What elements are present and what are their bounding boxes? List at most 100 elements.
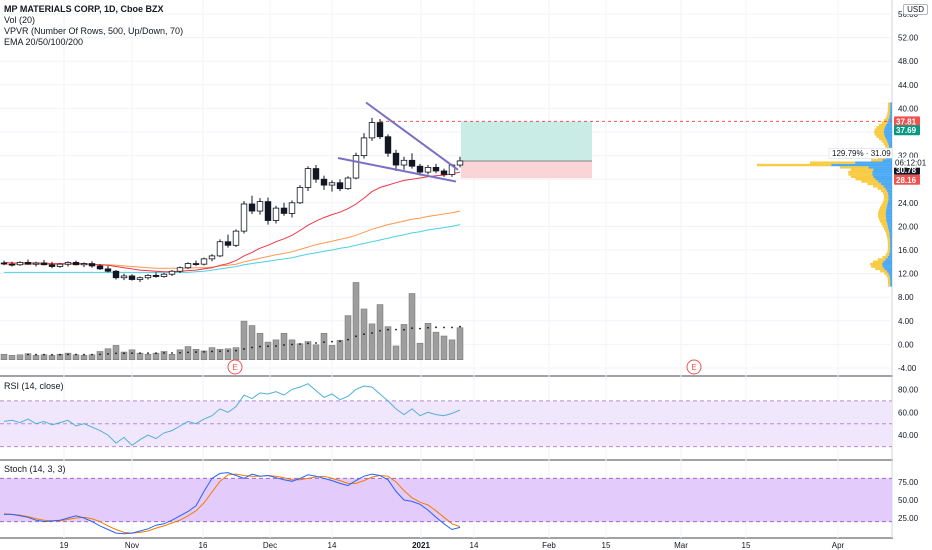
vpvr-bar-down xyxy=(886,123,892,127)
time-axis-bg xyxy=(0,539,892,550)
volume-ma-point xyxy=(427,326,429,329)
price-axis-bg xyxy=(893,0,932,550)
price-axis[interactable]: 56.0052.0048.0044.0040.0036.0032.0028.00… xyxy=(893,0,932,550)
long-position-tool[interactable] xyxy=(380,120,892,179)
vpvr-bar-up xyxy=(878,211,886,214)
vpvr-bar-down xyxy=(888,144,892,148)
vpvr-bar-down xyxy=(887,222,892,226)
price-tick-label: 52.00 xyxy=(898,34,919,43)
price-tick-label: 4.00 xyxy=(898,317,914,326)
vpvr-bar-down xyxy=(885,211,892,214)
vpvr-bar-down xyxy=(889,239,892,242)
vpvr-bar-up xyxy=(885,253,890,256)
candle-body xyxy=(392,152,400,166)
wedge-trendlines[interactable] xyxy=(337,101,459,183)
volume-ma-point xyxy=(67,353,69,356)
candle-body xyxy=(96,265,104,270)
wedge-upper-line xyxy=(365,101,459,171)
vpvr-bar-up xyxy=(883,199,889,202)
currency-badge[interactable]: USD xyxy=(903,4,928,15)
volume-bar xyxy=(248,325,256,360)
ema20-line xyxy=(3,171,461,273)
candle-body xyxy=(272,207,280,221)
vpvr-bar-up xyxy=(885,144,889,148)
axis-price-badge xyxy=(894,125,920,136)
time-tick-label: 14 xyxy=(470,541,479,550)
volume-ma-point xyxy=(115,352,117,355)
stoch-pane-label[interactable]: Stoch (14, 3, 3) xyxy=(4,464,66,474)
candle-body xyxy=(136,277,144,280)
volume-bar xyxy=(160,351,168,360)
volume-bar xyxy=(280,332,288,360)
time-axis[interactable]: 19 Nov 16 Dec 14 2021 14 Feb 15 Mar 15 Apr xyxy=(0,539,892,550)
time-tick-label: Mar xyxy=(674,541,688,550)
vpvr-bar-down xyxy=(890,248,892,252)
volume-bar xyxy=(400,324,408,360)
position-loss-zone xyxy=(461,160,592,179)
vpvr-bar-down xyxy=(885,213,892,216)
vpvr-bar-down xyxy=(889,116,892,120)
volume-ma-point xyxy=(443,326,445,329)
candle-body xyxy=(152,274,160,277)
candle-body xyxy=(216,241,224,257)
stoch-band-fill xyxy=(0,478,892,522)
vpvr-bar-down xyxy=(887,189,892,193)
time-tick-label: Nov xyxy=(125,541,139,550)
vpvr-bar-up xyxy=(878,137,887,141)
volume-ma-point xyxy=(371,332,373,334)
vpvr-bar-up xyxy=(886,114,890,117)
volume-bar xyxy=(424,323,432,360)
vpvr-bar-up xyxy=(880,270,887,273)
volume-ma-point xyxy=(227,350,229,352)
volume-indicator-label[interactable]: Vol (20) xyxy=(4,15,36,25)
volume-bar xyxy=(432,331,440,360)
volume-ma-point xyxy=(155,352,157,355)
vpvr-bar-up xyxy=(882,201,888,204)
volume-bar xyxy=(16,354,24,360)
vpvr-bar-up xyxy=(884,194,889,197)
symbol-title[interactable]: MP MATERIALS CORP, 1D, Cboe BZX xyxy=(4,4,164,14)
volume-bar xyxy=(144,353,152,360)
wedge-lower-line xyxy=(337,156,457,183)
vpvr-bar-up xyxy=(887,248,891,252)
candle-body xyxy=(224,241,232,246)
candle-body xyxy=(88,263,96,267)
volume-ma-point xyxy=(251,346,253,349)
price-tick-label: 0.00 xyxy=(898,340,914,349)
vpvr-bar-down xyxy=(887,203,892,207)
volume-ma-point xyxy=(435,326,437,329)
candle-body xyxy=(384,136,392,154)
vpvr-bar-up xyxy=(850,168,874,171)
volume-ma-point xyxy=(283,344,285,346)
volume-ma-point xyxy=(123,352,125,355)
volume-ma-point xyxy=(323,341,325,344)
vpvr-bar-down xyxy=(889,253,892,256)
vpvr-bar-up xyxy=(887,281,891,285)
vpvr-bar-down xyxy=(888,272,892,275)
vpvr-bar-up xyxy=(884,272,889,275)
rsi-pane-label[interactable]: RSI (14, close) xyxy=(4,381,64,391)
volume-ma-point xyxy=(43,353,45,356)
volume-ma-point xyxy=(147,352,149,355)
vpvr-bar-up xyxy=(874,128,885,131)
vpvr-bar-up xyxy=(887,241,891,245)
volume-bar xyxy=(64,352,72,360)
vpvr-bar-up xyxy=(885,116,890,120)
vpvr-bar-down xyxy=(885,187,892,190)
candle-body xyxy=(296,187,304,204)
vpvr-bar-up xyxy=(882,255,888,259)
ema-indicator-label[interactable]: EMA 20/50/100/200 xyxy=(4,37,84,47)
vpvr-bar-up xyxy=(839,166,869,169)
vpvr-indicator-label[interactable]: VPVR (Number Of Rows, 500, Up/Down, 70) xyxy=(4,26,184,36)
volume-bar xyxy=(352,282,360,360)
volume-ma-point xyxy=(51,353,53,356)
volume-ma-point xyxy=(419,327,421,330)
vpvr-bar-down xyxy=(889,274,892,278)
volume-ma-point xyxy=(459,325,461,328)
price-tick-label: 40.00 xyxy=(898,104,919,113)
volume-bar xyxy=(32,355,40,360)
vpvr-bar-up xyxy=(885,229,889,233)
candle-body xyxy=(128,275,136,280)
volume-ma-point xyxy=(35,353,37,356)
